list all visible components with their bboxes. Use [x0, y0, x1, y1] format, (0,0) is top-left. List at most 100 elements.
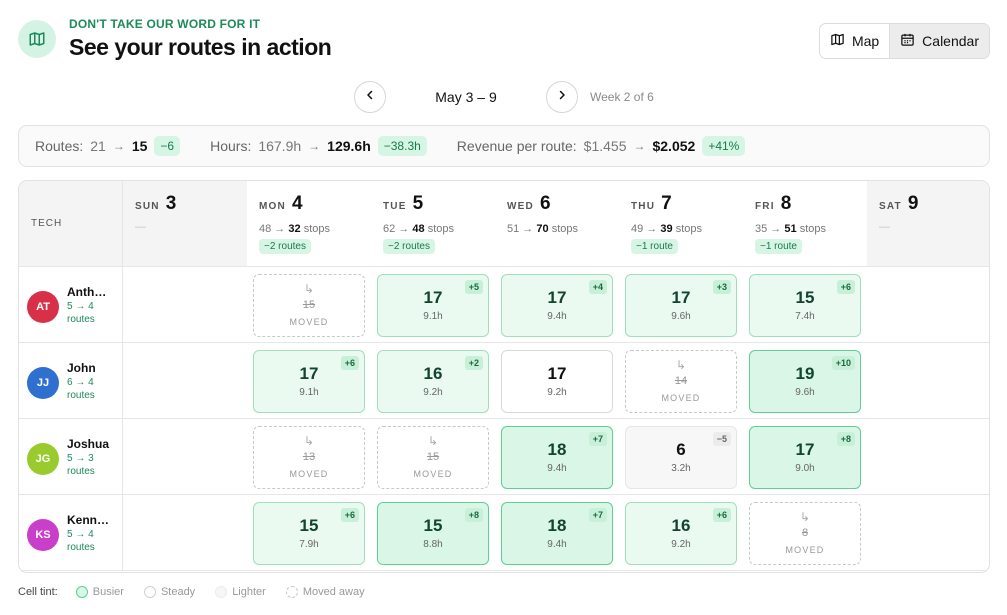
arrow-right-icon: →	[519, 223, 537, 235]
stops-unit: stops	[551, 223, 578, 235]
stops-old: 51	[507, 223, 520, 235]
empty-day-dash: —	[135, 221, 146, 233]
next-week-button[interactable]	[546, 81, 578, 113]
stop-count: 17	[671, 288, 691, 307]
route-change: −2 routes	[259, 235, 371, 254]
tech-routes: 5 → 4 routes	[67, 300, 117, 326]
stops-new: 51	[784, 223, 797, 235]
route-hours: 9.6h	[671, 311, 691, 322]
moved-route-cell[interactable]: ↳ 8 MOVED	[749, 502, 861, 565]
route-cell[interactable]: 19 9.6h +10	[749, 350, 861, 413]
map-icon	[830, 32, 845, 50]
arrow-right-icon: →	[308, 139, 321, 153]
tech-row-joshua: JG Joshua 5 → 3 routes	[19, 419, 123, 495]
moved-route-cell[interactable]: ↳ 15 MOVED	[377, 426, 489, 489]
day-title: THU 7	[631, 193, 743, 215]
stops-old: 49	[631, 223, 644, 235]
lighter-swatch-icon	[215, 586, 228, 598]
calendar-view-button[interactable]: Calendar	[889, 24, 989, 58]
legend-item-steady: Steady	[143, 586, 195, 598]
tech-routes-word: routes	[67, 314, 95, 325]
route-cell[interactable]: 16 9.2h +2	[377, 350, 489, 413]
day-date: 6	[539, 193, 551, 214]
route-hours: 7.9h	[299, 539, 319, 550]
day-header-wed: WED 6 51 → 70 stops	[495, 181, 619, 267]
moved-route-cell[interactable]: ↳ 15 MOVED	[253, 274, 365, 337]
tech-row-john: JJ John 6 → 4 routes	[19, 343, 123, 419]
map-view-button[interactable]: Map	[820, 24, 889, 58]
route-cell[interactable]: 17 9.6h +3	[625, 274, 737, 337]
calendar-icon	[900, 32, 915, 50]
route-cell[interactable]: 15 7.4h +6	[749, 274, 861, 337]
summary-stats: Routes: 21 → 15 −6 Hours: 167.9h → 129.6…	[18, 125, 990, 167]
stop-delta-badge: +6	[836, 280, 855, 294]
day-date: 8	[780, 193, 792, 214]
route-cell[interactable]: 15 8.8h +8	[377, 502, 489, 565]
day-header-sun: SUN 3 —	[123, 181, 247, 267]
stop-count: 17	[547, 288, 567, 307]
legend-item-moved: Moved away	[285, 586, 365, 598]
stops-unit: stops	[799, 223, 826, 235]
moved-route-cell[interactable]: ↳ 14 MOVED	[625, 350, 737, 413]
week-counter: Week 2 of 6	[590, 90, 654, 104]
route-hours: 9.1h	[299, 387, 319, 398]
day-date: 4	[291, 193, 303, 214]
avatar: JG	[27, 443, 59, 475]
busier-swatch-icon	[75, 586, 88, 598]
route-hours: 9.6h	[795, 387, 815, 398]
route-cell[interactable]: 18 9.4h +7	[501, 426, 613, 489]
tech-header-label: TECH	[31, 218, 63, 229]
day-title: FRI 8	[755, 193, 867, 215]
route-cell[interactable]: 17 9.4h +4	[501, 274, 613, 337]
stops-summary: 48 → 32 stops	[259, 223, 371, 235]
stop-delta-badge: +7	[588, 508, 607, 522]
stat-new-value: $2.052	[652, 138, 696, 154]
moved-stop-count: 8	[801, 527, 809, 539]
day-title: MON 4	[259, 193, 371, 215]
route-cell[interactable]: 16 9.2h +6	[625, 502, 737, 565]
day-date: 3	[165, 193, 177, 214]
week-range: May 3 – 9	[435, 89, 497, 105]
tech-name: Anthony	[67, 285, 113, 299]
stops-unit: stops	[303, 223, 330, 235]
routes-stat: Routes: 21 → 15 −6	[35, 136, 181, 156]
route-cell[interactable]: 6 3.2h −5	[625, 426, 737, 489]
stop-count: 17	[547, 364, 567, 383]
route-cell[interactable]: 17 9.2h	[501, 350, 613, 413]
route-cell[interactable]: 17 9.1h +5	[377, 274, 489, 337]
stat-old-value: 21	[90, 138, 106, 154]
moved-swatch-icon	[285, 586, 298, 598]
avatar: JJ	[27, 367, 59, 399]
route-hours: 8.8h	[423, 539, 443, 550]
stops-summary: 35 → 51 stops	[755, 223, 867, 235]
tech-routes: 5 → 4 routes	[67, 528, 117, 554]
moved-stop-count: 15	[426, 451, 440, 463]
previous-week-button[interactable]	[354, 81, 386, 113]
arrow-right-icon: →	[633, 139, 646, 153]
route-cell[interactable]: 18 9.4h +7	[501, 502, 613, 565]
day-name: FRI	[755, 201, 775, 212]
stop-delta-badge: +10	[831, 356, 855, 370]
tech-row-anthony: AT Anthony 5 → 4 routes	[19, 267, 123, 343]
stop-count: 19	[795, 364, 815, 383]
row-divider	[123, 570, 989, 571]
arrow-right-icon: →	[767, 223, 785, 235]
day-name: TUE	[383, 201, 407, 212]
route-cell[interactable]: 15 7.9h +6	[253, 502, 365, 565]
stat-new-value: 15	[131, 138, 148, 154]
stop-delta-badge: +5	[464, 280, 483, 294]
revenue-stat: Revenue per route: $1.455 → $2.052 +41%	[457, 136, 746, 156]
moved-label: MOVED	[661, 393, 701, 403]
moved-route-cell[interactable]: ↳ 13 MOVED	[253, 426, 365, 489]
row-divider	[123, 494, 989, 495]
tech-name: Kenneth	[67, 513, 113, 527]
route-change: −2 routes	[383, 235, 495, 254]
avatar: AT	[27, 291, 59, 323]
route-cell[interactable]: 17 9.1h +6	[253, 350, 365, 413]
route-hours: 3.2h	[671, 463, 691, 474]
stop-delta-badge: +2	[464, 356, 483, 370]
route-hours: 9.2h	[547, 387, 567, 398]
day-header-mon: MON 4 48 → 32 stops −2 routes	[247, 181, 371, 267]
route-cell[interactable]: 17 9.0h +8	[749, 426, 861, 489]
tech-column-header: TECH	[19, 181, 123, 267]
